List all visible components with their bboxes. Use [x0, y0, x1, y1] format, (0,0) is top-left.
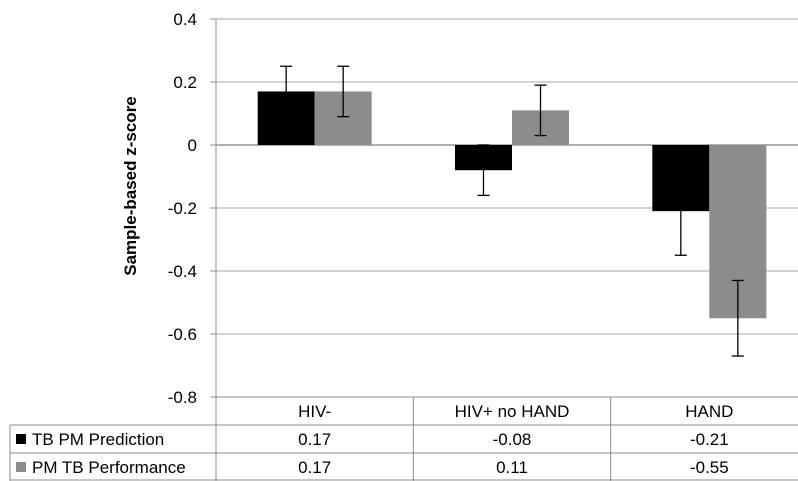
- data-label: -0.55: [690, 458, 729, 477]
- category-label: HIV+ no HAND: [455, 402, 570, 421]
- data-label: -0.21: [690, 430, 729, 449]
- bars: [257, 91, 767, 319]
- y-axis-label: Sample-based z-score: [121, 96, 140, 276]
- y-tick-label: 0.2: [173, 73, 197, 92]
- data-label: 0.17: [298, 458, 331, 477]
- legend-swatch: [16, 462, 26, 472]
- y-tick-label: -0.2: [168, 199, 197, 218]
- data-label: 0.11: [496, 458, 528, 477]
- category-label: HIV-: [298, 402, 331, 421]
- axes: [210, 18, 217, 398]
- y-tick-label: 0.4: [173, 10, 197, 29]
- legend-label: TB PM Prediction: [32, 430, 164, 449]
- data-label: -0.08: [493, 430, 532, 449]
- y-tick-label: 0: [188, 136, 197, 155]
- data-table: HIV- HIV+ no HAND HAND TB PM Prediction 0.17…: [9, 396, 798, 481]
- legend-label: PM TB Performance: [32, 458, 186, 477]
- data-label: 0.17: [298, 430, 331, 449]
- y-tick-label: -0.8: [168, 388, 197, 407]
- error-bars: [280, 65, 744, 357]
- y-tick-labels: 0.4 0.2 0 -0.2 -0.4 -0.6 -0.8: [168, 10, 197, 407]
- y-tick-label: -0.6: [168, 325, 197, 344]
- y-tick-label: -0.4: [168, 262, 197, 281]
- category-label: HAND: [685, 402, 733, 421]
- legend-swatch: [16, 434, 26, 444]
